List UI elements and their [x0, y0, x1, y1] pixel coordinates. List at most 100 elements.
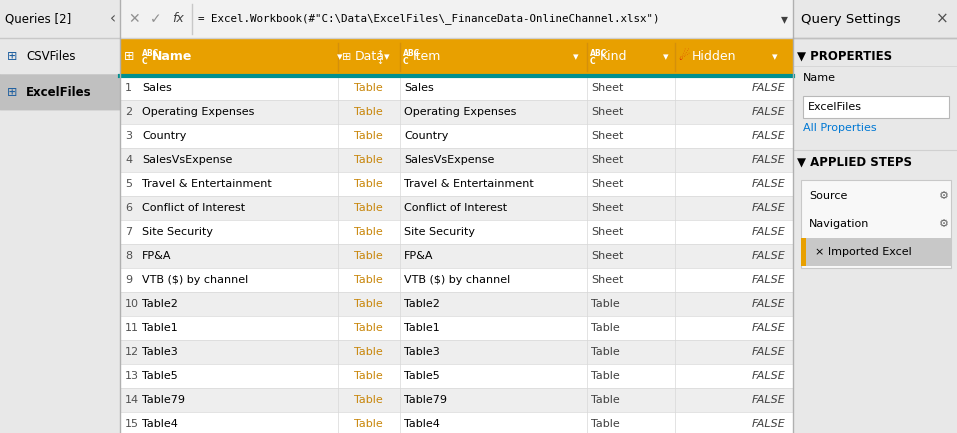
Text: FALSE: FALSE — [751, 299, 785, 309]
Bar — [803, 96, 949, 118]
Bar — [120, 172, 793, 196]
Text: FALSE: FALSE — [751, 227, 785, 237]
Bar — [120, 388, 793, 412]
Text: FALSE: FALSE — [751, 107, 785, 117]
Text: Conflict of Interest: Conflict of Interest — [142, 203, 245, 213]
Bar — [793, 0, 957, 433]
Text: Hidden: Hidden — [692, 51, 737, 64]
Text: FALSE: FALSE — [751, 83, 785, 93]
Text: ✕: ✕ — [128, 12, 140, 26]
Text: Table: Table — [354, 323, 383, 333]
Text: Country: Country — [404, 131, 449, 141]
Text: Table: Table — [354, 227, 383, 237]
Bar — [120, 0, 793, 38]
Text: Table: Table — [354, 179, 383, 189]
Text: Table: Table — [591, 347, 620, 357]
Text: ▾: ▾ — [337, 52, 343, 62]
Text: FALSE: FALSE — [751, 131, 785, 141]
Text: Site Security: Site Security — [142, 227, 213, 237]
Text: Source: Source — [809, 191, 847, 201]
Text: SalesVsExpense: SalesVsExpense — [142, 155, 233, 165]
Text: Sheet: Sheet — [591, 83, 623, 93]
Bar — [120, 76, 793, 100]
Text: Table: Table — [354, 275, 383, 285]
Text: Table1: Table1 — [142, 323, 178, 333]
Text: ▾: ▾ — [384, 52, 389, 62]
Text: ▾: ▾ — [781, 12, 788, 26]
Bar — [120, 100, 793, 124]
Bar — [120, 268, 793, 292]
Text: Sheet: Sheet — [591, 203, 623, 213]
Text: 15: 15 — [125, 419, 139, 429]
Text: C: C — [142, 58, 147, 67]
Text: Table3: Table3 — [142, 347, 178, 357]
Text: Sheet: Sheet — [591, 227, 623, 237]
Text: Sheet: Sheet — [591, 179, 623, 189]
Text: Data: Data — [355, 51, 385, 64]
Text: Kind: Kind — [600, 51, 628, 64]
Text: VTB ($) by channel: VTB ($) by channel — [142, 275, 248, 285]
Text: FALSE: FALSE — [751, 419, 785, 429]
Bar — [120, 38, 793, 433]
Text: Table: Table — [354, 155, 383, 165]
Text: = Excel.Workbook(#"C:\Data\ExcelFiles\_FinanceData-OnlineChannel.xlsx"): = Excel.Workbook(#"C:\Data\ExcelFiles\_F… — [198, 13, 659, 24]
Text: Sheet: Sheet — [591, 131, 623, 141]
Bar — [120, 148, 793, 172]
Text: 12: 12 — [125, 347, 139, 357]
Text: ABC: ABC — [142, 49, 159, 58]
Text: Name: Name — [152, 51, 192, 64]
Text: Table: Table — [591, 299, 620, 309]
Text: Sheet: Sheet — [591, 107, 623, 117]
Text: FP&A: FP&A — [142, 251, 171, 261]
Text: 1: 1 — [125, 83, 132, 93]
Text: Table: Table — [354, 347, 383, 357]
Text: Item: Item — [413, 51, 441, 64]
Text: Sales: Sales — [404, 83, 434, 93]
Bar — [120, 316, 793, 340]
Text: Travel & Entertainment: Travel & Entertainment — [404, 179, 534, 189]
Text: Travel & Entertainment: Travel & Entertainment — [142, 179, 272, 189]
Text: 13: 13 — [125, 371, 139, 381]
Text: ☄: ☄ — [678, 51, 689, 64]
Text: CSVFiles: CSVFiles — [26, 49, 76, 62]
Text: 9: 9 — [125, 275, 132, 285]
Text: FALSE: FALSE — [751, 251, 785, 261]
Text: Site Security: Site Security — [404, 227, 475, 237]
Text: 7: 7 — [125, 227, 132, 237]
Text: Queries [2]: Queries [2] — [5, 13, 71, 26]
Text: ↑: ↑ — [376, 49, 383, 58]
Text: FALSE: FALSE — [751, 155, 785, 165]
Bar — [120, 340, 793, 364]
Bar — [120, 292, 793, 316]
Text: Navigation: Navigation — [809, 219, 869, 229]
Text: 8: 8 — [125, 251, 132, 261]
Text: Table: Table — [354, 83, 383, 93]
Text: Table2: Table2 — [142, 299, 178, 309]
Bar — [120, 220, 793, 244]
Bar — [0, 0, 120, 433]
Bar — [120, 38, 793, 76]
Text: ⊞: ⊞ — [7, 49, 17, 62]
Text: FALSE: FALSE — [751, 395, 785, 405]
Bar — [120, 124, 793, 148]
Text: Table3: Table3 — [404, 347, 440, 357]
Text: Sheet: Sheet — [591, 155, 623, 165]
Text: Table5: Table5 — [404, 371, 440, 381]
Bar — [120, 244, 793, 268]
Text: 10: 10 — [125, 299, 139, 309]
Text: ⚙: ⚙ — [939, 191, 949, 201]
Text: Table: Table — [354, 203, 383, 213]
Text: ✓: ✓ — [150, 12, 162, 26]
Text: Table: Table — [354, 299, 383, 309]
Text: Table: Table — [354, 251, 383, 261]
Bar — [0, 74, 120, 110]
Text: FP&A: FP&A — [404, 251, 434, 261]
Text: 2: 2 — [125, 107, 132, 117]
Text: C: C — [403, 58, 409, 67]
Text: ⊞: ⊞ — [7, 85, 17, 98]
Text: ↓: ↓ — [376, 56, 383, 65]
Text: Table1: Table1 — [404, 323, 440, 333]
Text: Country: Country — [142, 131, 187, 141]
Text: 6: 6 — [125, 203, 132, 213]
Text: ABC: ABC — [403, 49, 420, 58]
